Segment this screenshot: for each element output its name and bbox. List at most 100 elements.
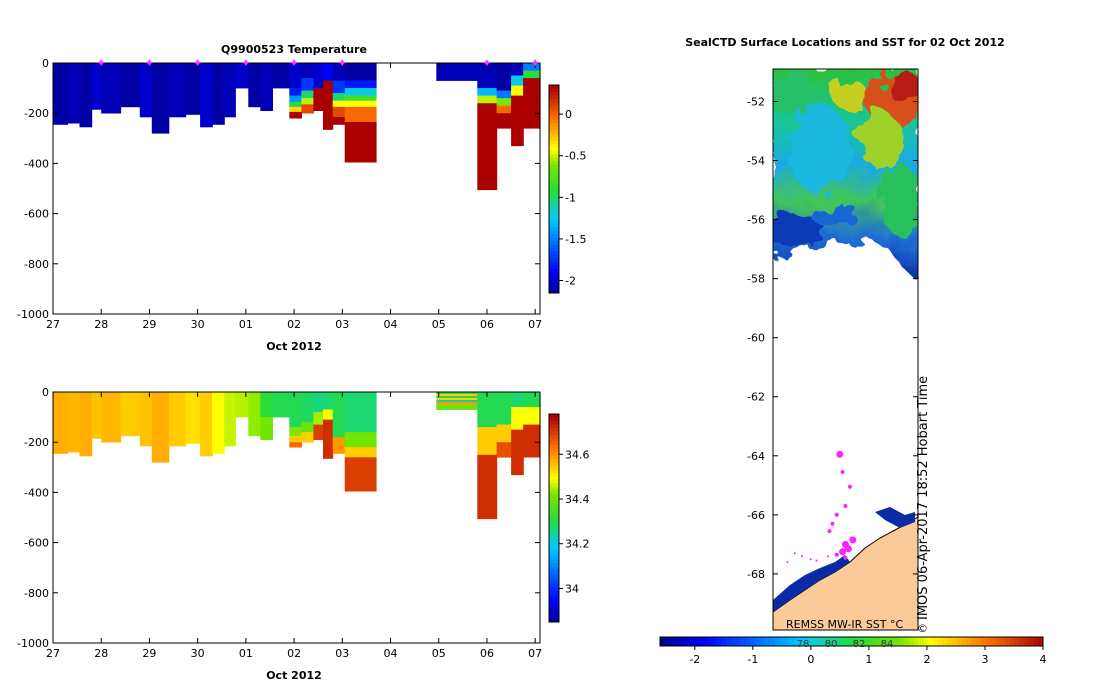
colorbar-tick-label: -1.5 bbox=[565, 233, 586, 246]
seal-location-dot bbox=[815, 559, 818, 562]
colorbar-step bbox=[549, 154, 559, 159]
colorbar-step bbox=[760, 637, 766, 646]
colorbar-step bbox=[798, 637, 805, 646]
section-cell bbox=[436, 404, 478, 410]
colorbar-inner-label: 80 bbox=[825, 639, 838, 650]
colorbar-step bbox=[549, 528, 559, 533]
temperature-plot-frame bbox=[52, 62, 541, 315]
lat-tick-label: -64 bbox=[747, 450, 765, 463]
x-tick-label: 02 bbox=[287, 647, 301, 660]
colorbar-step bbox=[549, 490, 559, 495]
temperature-section-cells bbox=[53, 63, 541, 191]
x-tick-label: 27 bbox=[46, 318, 60, 331]
y-tick-label: -600 bbox=[24, 208, 49, 221]
y-tick-label: -800 bbox=[24, 258, 49, 271]
y-tick-label: -1000 bbox=[17, 637, 49, 650]
x-tick-label: 05 bbox=[432, 647, 446, 660]
colorbar-step bbox=[880, 637, 886, 646]
colorbar-step bbox=[688, 637, 694, 646]
section-cell bbox=[91, 392, 102, 439]
section-cell bbox=[260, 63, 273, 111]
lat-tick-label: -68 bbox=[747, 568, 765, 581]
colorbar-frame bbox=[548, 84, 560, 294]
section-cell bbox=[185, 392, 201, 444]
section-cell bbox=[67, 392, 81, 453]
section-cell bbox=[212, 392, 225, 454]
colorbar-step bbox=[1004, 637, 1010, 646]
section-cell bbox=[260, 417, 273, 440]
seal-location-dot bbox=[843, 504, 848, 508]
section-cell bbox=[523, 78, 541, 129]
colorbar-step bbox=[660, 637, 666, 646]
sst-field bbox=[773, 69, 918, 283]
colorbar-step bbox=[549, 566, 559, 571]
section-cell bbox=[313, 424, 324, 440]
x-tick-label: 28 bbox=[94, 318, 108, 331]
colorbar-step bbox=[549, 123, 559, 128]
colorbar-step bbox=[707, 637, 714, 646]
section-cell bbox=[289, 111, 302, 119]
colorbar-step bbox=[549, 424, 559, 429]
colorbar-step bbox=[549, 587, 559, 592]
colorbar-step bbox=[549, 427, 559, 432]
salinity-section-cells bbox=[53, 392, 541, 520]
colorbar-step bbox=[549, 157, 559, 162]
section-cell bbox=[313, 412, 324, 425]
seal-location-dot bbox=[827, 529, 832, 534]
section-cell bbox=[332, 93, 346, 101]
colorbar-step bbox=[549, 147, 559, 152]
colorbar-tick-label: 34.4 bbox=[565, 493, 590, 506]
section-cell bbox=[511, 407, 524, 430]
section-cell bbox=[260, 392, 273, 418]
colorbar-step bbox=[822, 637, 829, 646]
colorbar-step bbox=[549, 126, 559, 131]
colorbar-step bbox=[995, 637, 1001, 646]
colorbar-step bbox=[549, 417, 559, 422]
y-tick-label: -200 bbox=[24, 107, 49, 120]
colorbar-step bbox=[549, 618, 559, 623]
section-cell bbox=[79, 392, 93, 457]
colorbar-step bbox=[549, 88, 559, 93]
section-cell bbox=[436, 396, 478, 399]
lat-tick-label: -66 bbox=[747, 509, 765, 522]
colorbar-step bbox=[549, 521, 559, 526]
colorbar-step bbox=[549, 254, 559, 259]
colorbar-step bbox=[549, 171, 559, 176]
colorbar-step bbox=[674, 637, 680, 646]
section-cell bbox=[477, 427, 498, 455]
colorbar-step bbox=[549, 251, 559, 256]
colorbar-step bbox=[894, 637, 900, 646]
colorbar-step bbox=[683, 637, 690, 646]
colorbar-step bbox=[549, 476, 559, 481]
section-cell bbox=[301, 78, 314, 91]
section-cell bbox=[289, 63, 302, 89]
salinity-colorbar: 34.6 34.4 34.2 34 bbox=[548, 413, 590, 623]
colorbar-step bbox=[856, 637, 862, 646]
colorbar-step bbox=[698, 637, 704, 646]
colorbar-tick-label: 34.2 bbox=[565, 538, 590, 551]
colorbar-step bbox=[827, 637, 833, 646]
section-cell bbox=[120, 63, 141, 108]
colorbar-step bbox=[832, 637, 838, 646]
colorbar-step bbox=[870, 637, 876, 646]
section-cell bbox=[313, 63, 324, 89]
colorbar-step bbox=[549, 130, 559, 135]
colorbar-step bbox=[956, 637, 963, 646]
colorbar-step bbox=[865, 637, 872, 646]
colorbar-step bbox=[549, 98, 559, 103]
section-cell bbox=[477, 63, 498, 89]
x-tick-label: 01 bbox=[239, 647, 253, 660]
colorbar-step bbox=[549, 85, 559, 89]
section-cell bbox=[91, 63, 102, 110]
seal-location-dot bbox=[809, 558, 812, 561]
colorbar-step bbox=[985, 637, 991, 646]
colorbar-step bbox=[549, 140, 559, 145]
section-cell bbox=[332, 100, 346, 108]
seal-location-dot bbox=[834, 512, 839, 517]
section-cell bbox=[289, 442, 302, 448]
section-cell bbox=[436, 400, 478, 403]
x-tick-label: 05 bbox=[432, 318, 446, 331]
map-latitude-axis: -52 -54 -56 -58 -60 -62 -64 -66 -68 bbox=[747, 95, 918, 581]
section-cell bbox=[496, 392, 512, 425]
